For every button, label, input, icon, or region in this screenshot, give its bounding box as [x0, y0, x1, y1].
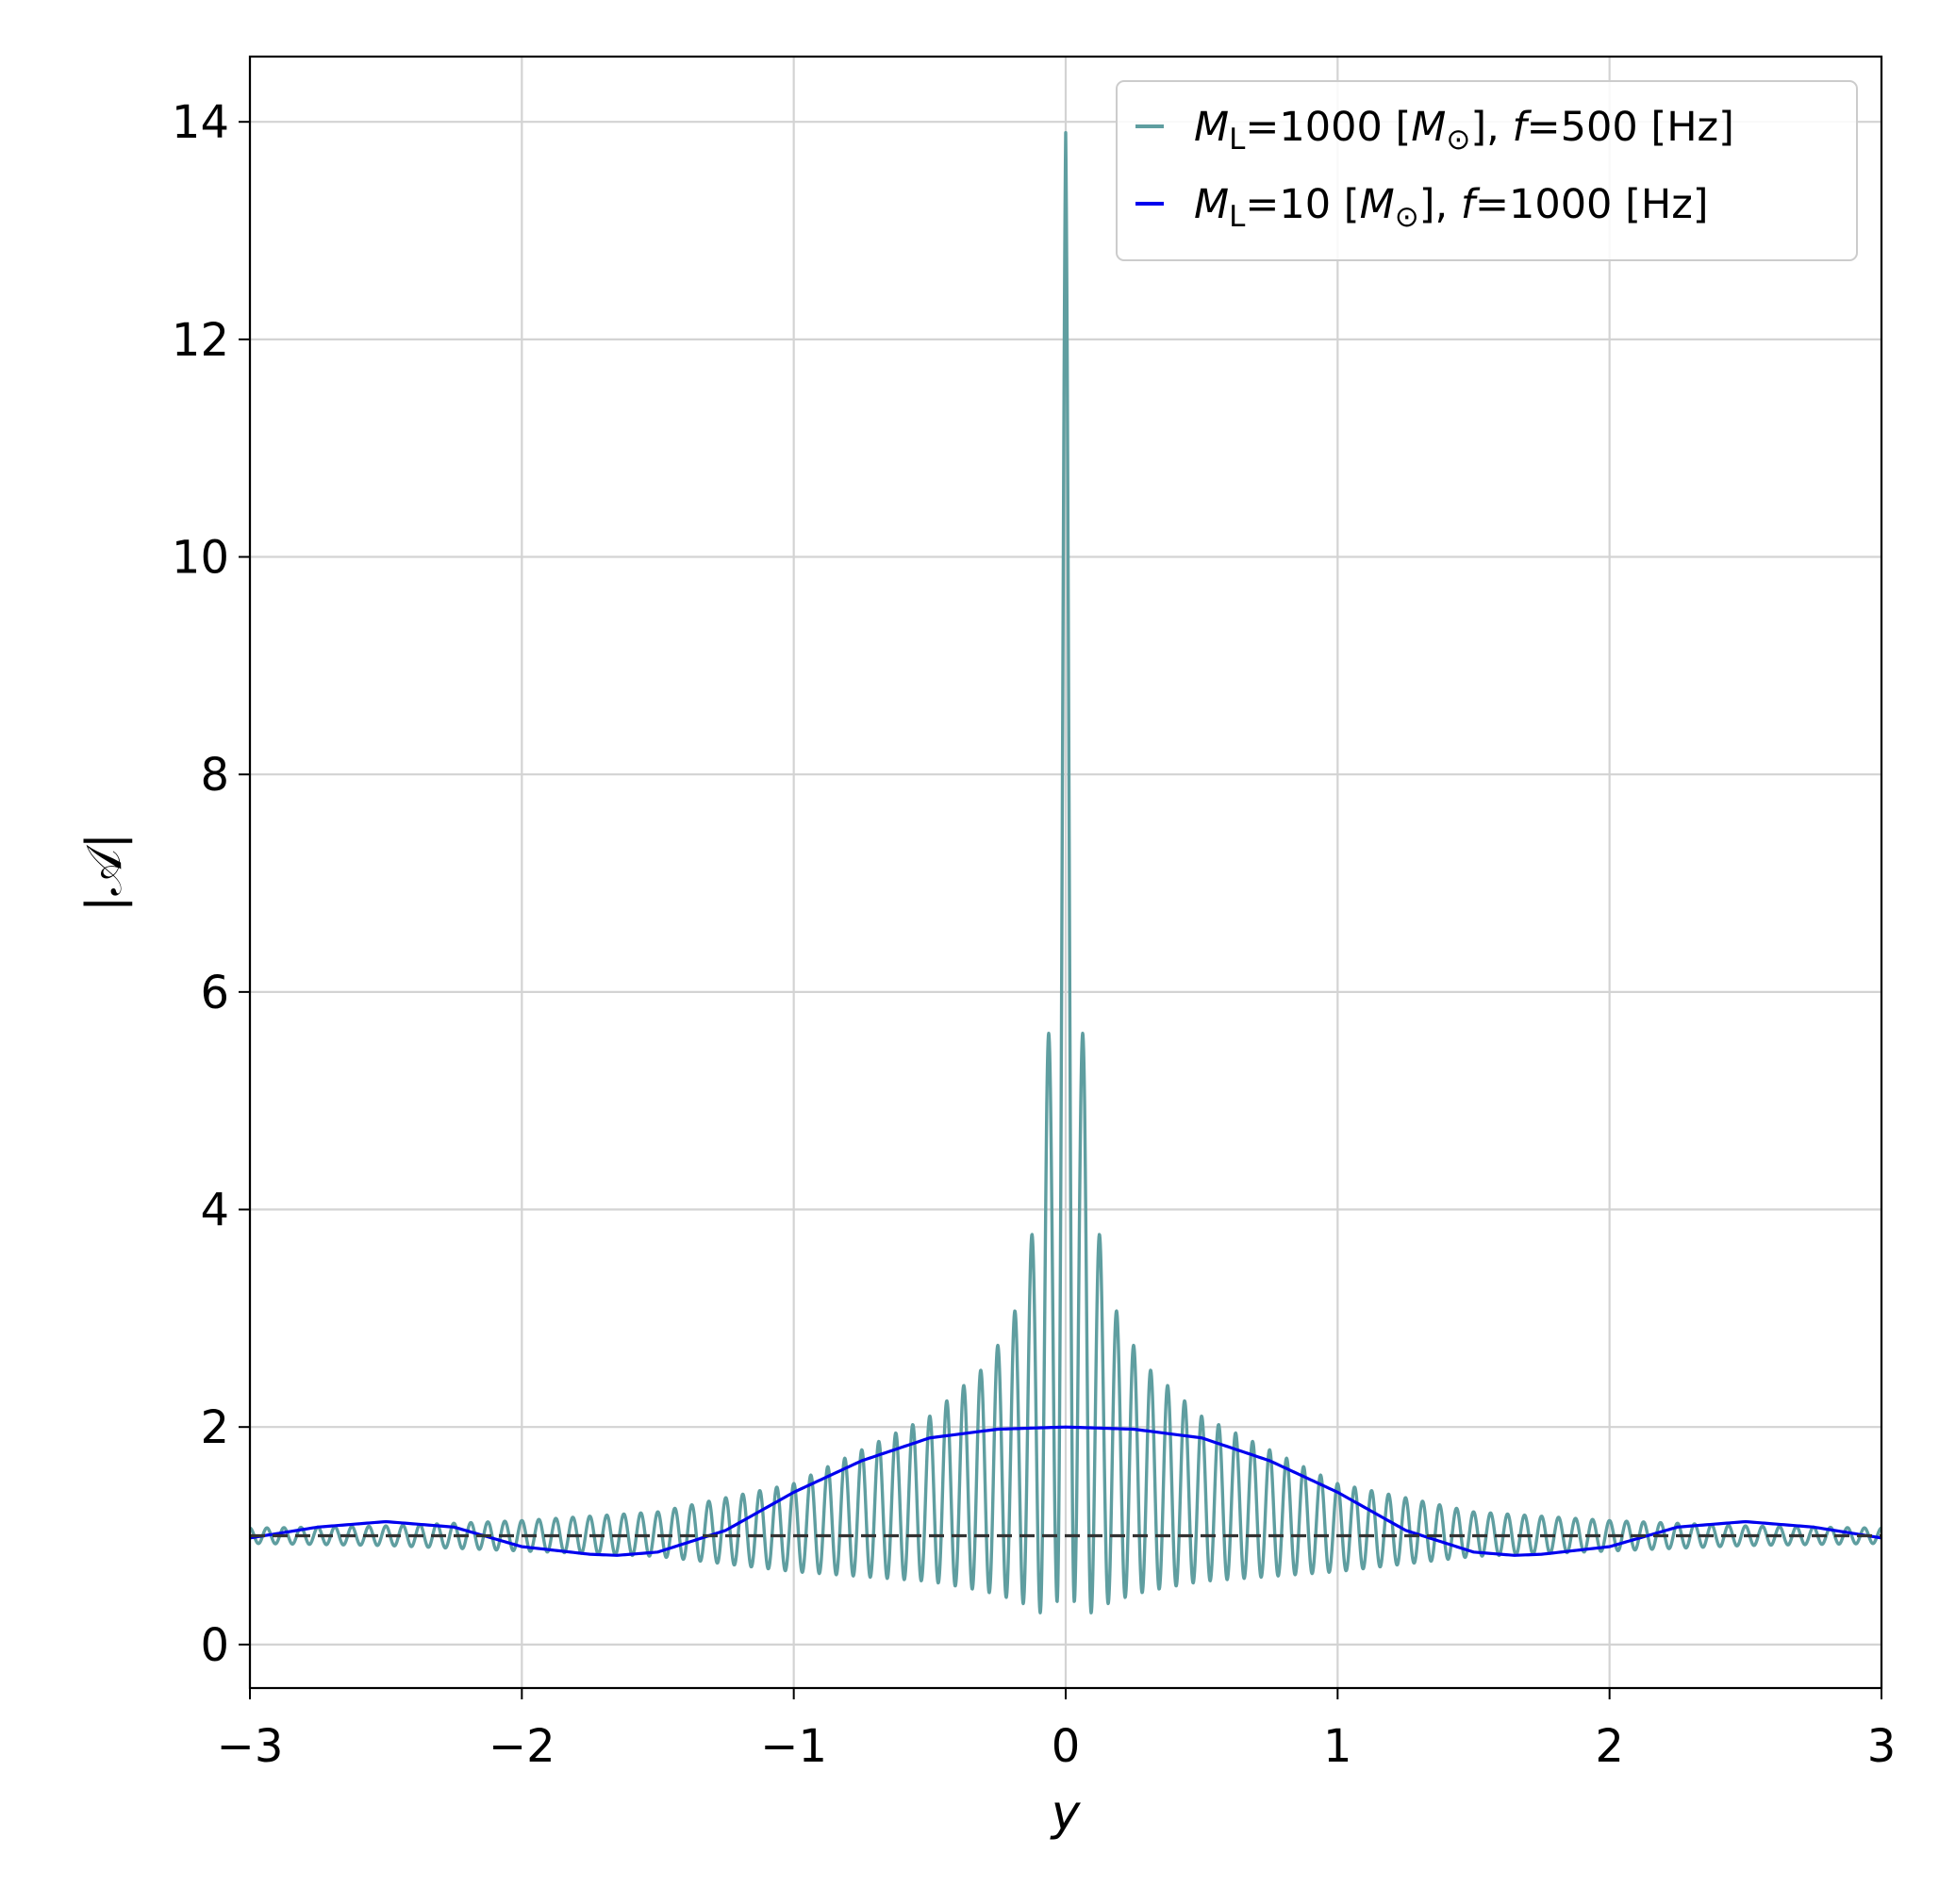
x-tick-label: 3	[1867, 1720, 1897, 1773]
legend-box	[1116, 80, 1858, 261]
x-tick-label: 2	[1595, 1720, 1624, 1773]
y-tick-label: 10	[172, 532, 229, 585]
y-tick-label: 6	[200, 967, 229, 1019]
legend-entry: ML=10 [M⊙], f=1000 [Hz]	[1194, 181, 1709, 234]
x-tick-label: 1	[1323, 1720, 1352, 1773]
y-axis-title: |𝒜|	[76, 833, 133, 912]
x-tick-label: 0	[1052, 1720, 1081, 1773]
y-tick-label: 12	[172, 314, 229, 367]
y-tick-label: 8	[200, 749, 229, 802]
x-axis-title: y	[1050, 1785, 1082, 1842]
y-tick-label: 4	[200, 1184, 229, 1237]
legend-entry: ML=1000 [M⊙], f=500 [Hz]	[1194, 104, 1734, 157]
x-tick-label: −3	[217, 1720, 284, 1773]
x-tick-label: −2	[489, 1720, 555, 1773]
series-line-1	[250, 131, 1881, 1614]
y-tick-label: 14	[172, 96, 229, 149]
series-line-2	[250, 1425, 1881, 1557]
x-tick-label: −1	[760, 1720, 827, 1773]
legend: ML=1000 [M⊙], f=500 [Hz] ML=10 [M⊙], f=10…	[1116, 80, 1858, 261]
y-tick-label: 0	[200, 1619, 229, 1672]
y-tick-label: 2	[200, 1401, 229, 1454]
series-layer	[250, 131, 1881, 1614]
